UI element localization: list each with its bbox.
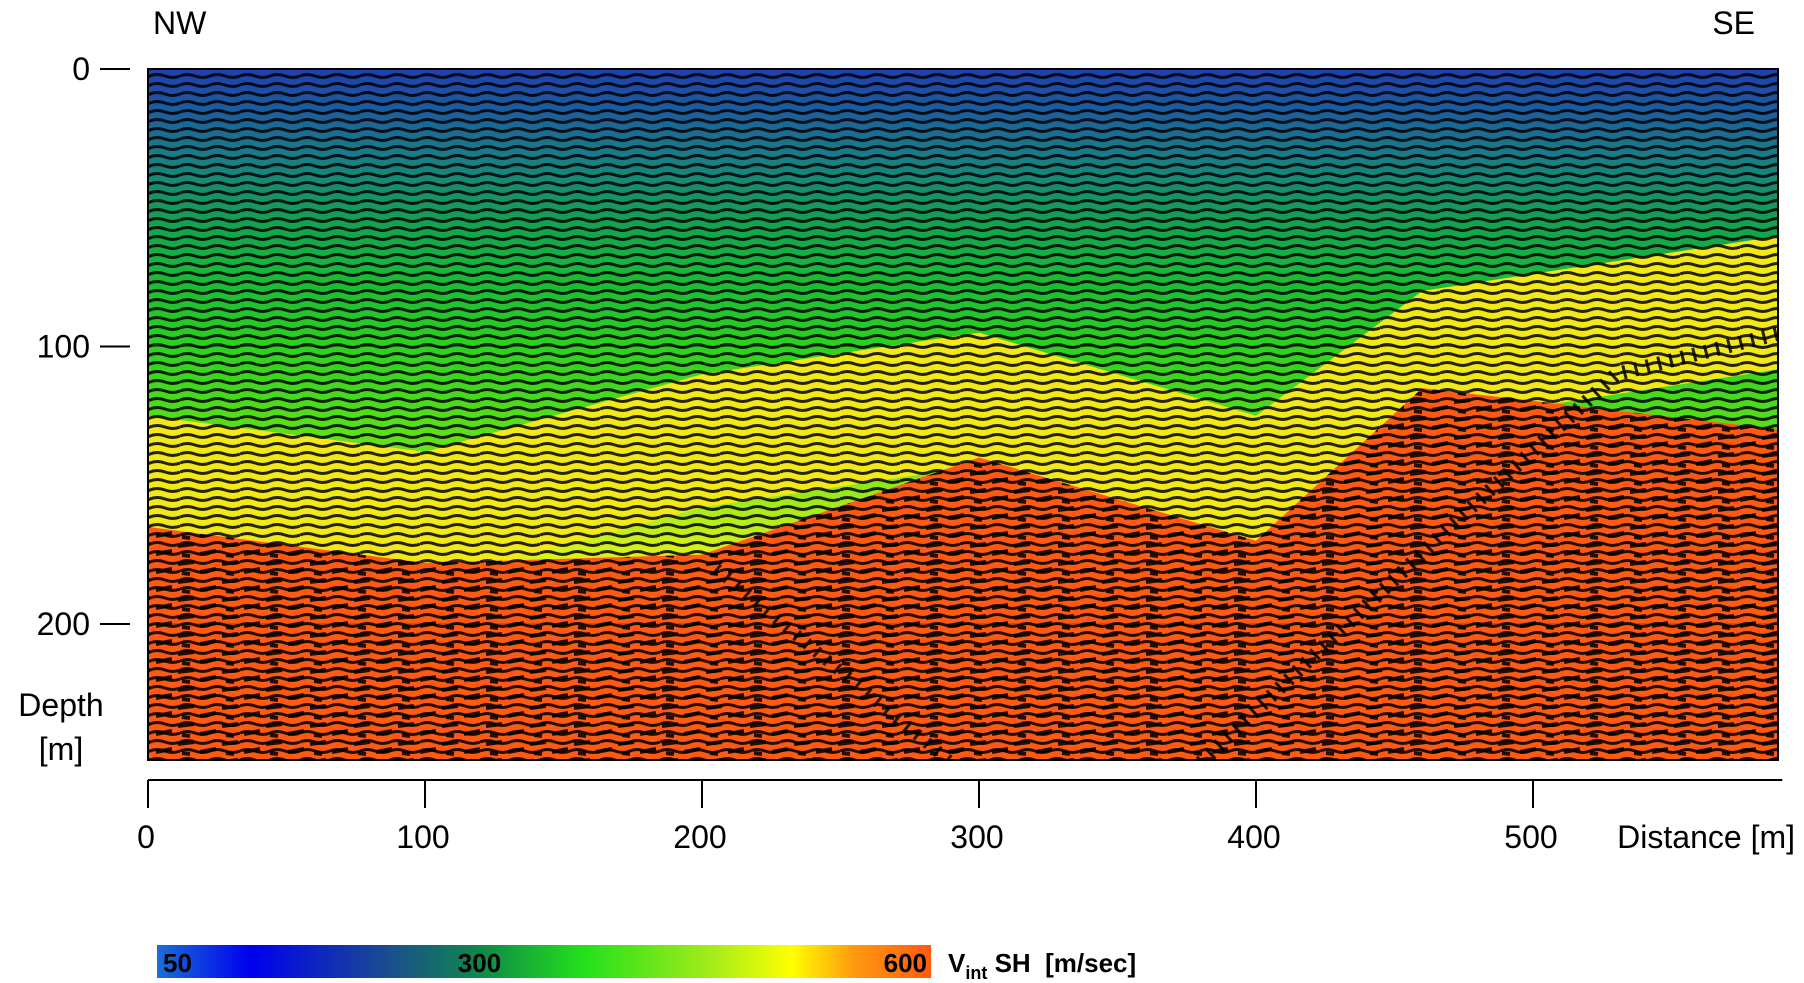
direction-nw-label: NW — [153, 5, 207, 41]
colorbar-label-sub: int — [965, 963, 987, 983]
colorbar — [157, 945, 931, 978]
direction-se-label: SE — [1712, 5, 1755, 41]
x-axis: 0 100 200 300 400 500 — [137, 779, 1783, 855]
x-tick-label-0: 0 — [137, 819, 155, 855]
x-tick-label-500: 500 — [1504, 819, 1557, 855]
x-axis-label: Distance [m] — [1617, 819, 1795, 855]
y-tick-label-100: 100 — [37, 329, 90, 365]
velocity-section — [148, 69, 1778, 760]
y-axis: 0 100 200 — [37, 51, 130, 642]
dipping-reflector-se — [1195, 326, 1778, 760]
plot-frame — [147, 68, 1779, 761]
colorbar-label-rest: SH [m/sec] — [987, 948, 1136, 978]
y-tick-label-0: 0 — [72, 51, 90, 87]
y-axis-label-unit: [m] — [39, 731, 83, 767]
y-tick-label-200: 200 — [37, 606, 90, 642]
colorbar-ticks: 50 300 600 — [163, 948, 927, 978]
depth-gridlines — [148, 346, 1778, 625]
x-tick-label-300: 300 — [950, 819, 1003, 855]
colorbar-label-main: V — [948, 948, 966, 978]
colorbar-tick-50: 50 — [163, 948, 192, 978]
colorbar-tick-600: 600 — [884, 948, 927, 978]
x-tick-label-400: 400 — [1227, 819, 1280, 855]
x-tick-label-100: 100 — [396, 819, 449, 855]
colorbar-label: Vint SH [m/sec] — [948, 948, 1136, 983]
x-tick-label-200: 200 — [673, 819, 726, 855]
colorbar-tick-300: 300 — [458, 948, 501, 978]
seismic-traces-deep — [148, 388, 1778, 760]
y-axis-label-depth: Depth — [18, 687, 103, 723]
